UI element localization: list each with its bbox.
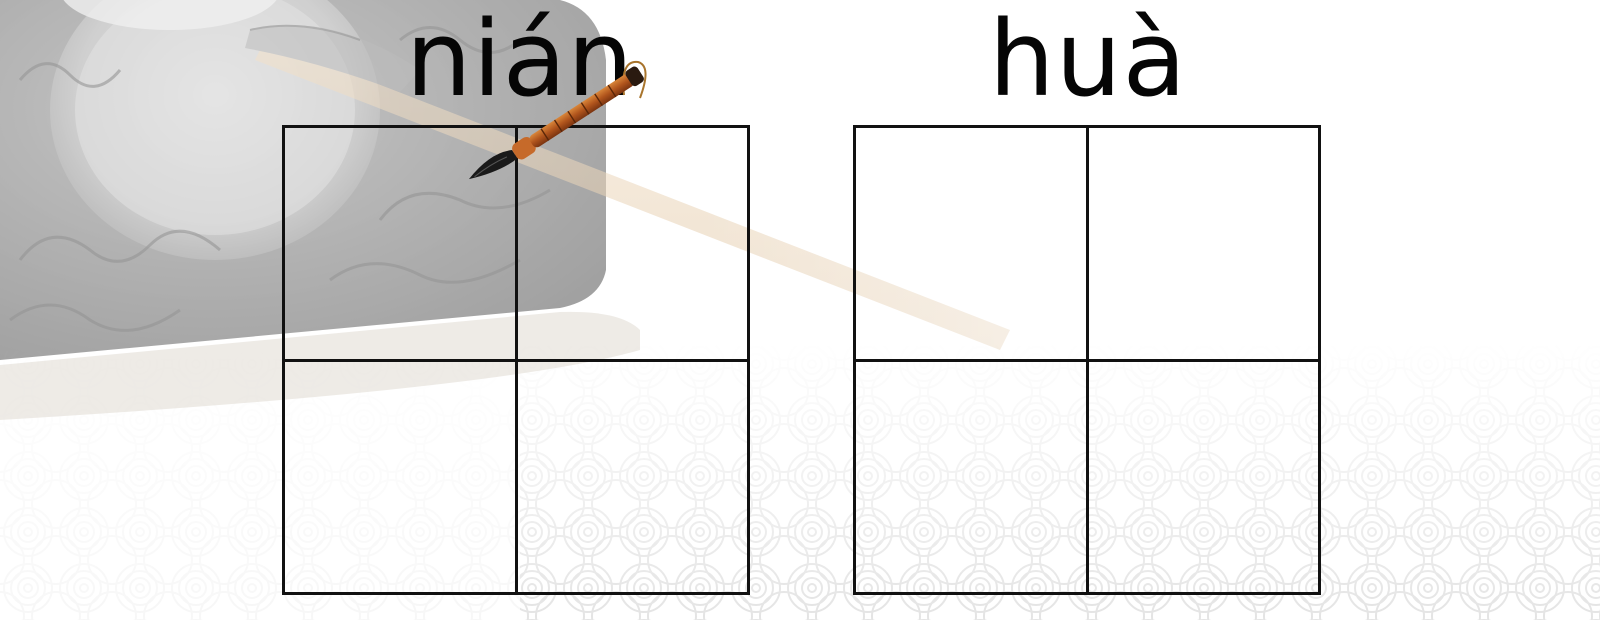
pinyin-label-nian: nián — [405, 0, 635, 120]
grid-horizontal-line — [856, 358, 1318, 362]
writing-grid-hua[interactable] — [853, 125, 1321, 595]
pinyin-label-hua: huà — [988, 0, 1188, 120]
grid-horizontal-line — [285, 358, 747, 362]
writing-grid-nian[interactable] — [282, 125, 750, 595]
